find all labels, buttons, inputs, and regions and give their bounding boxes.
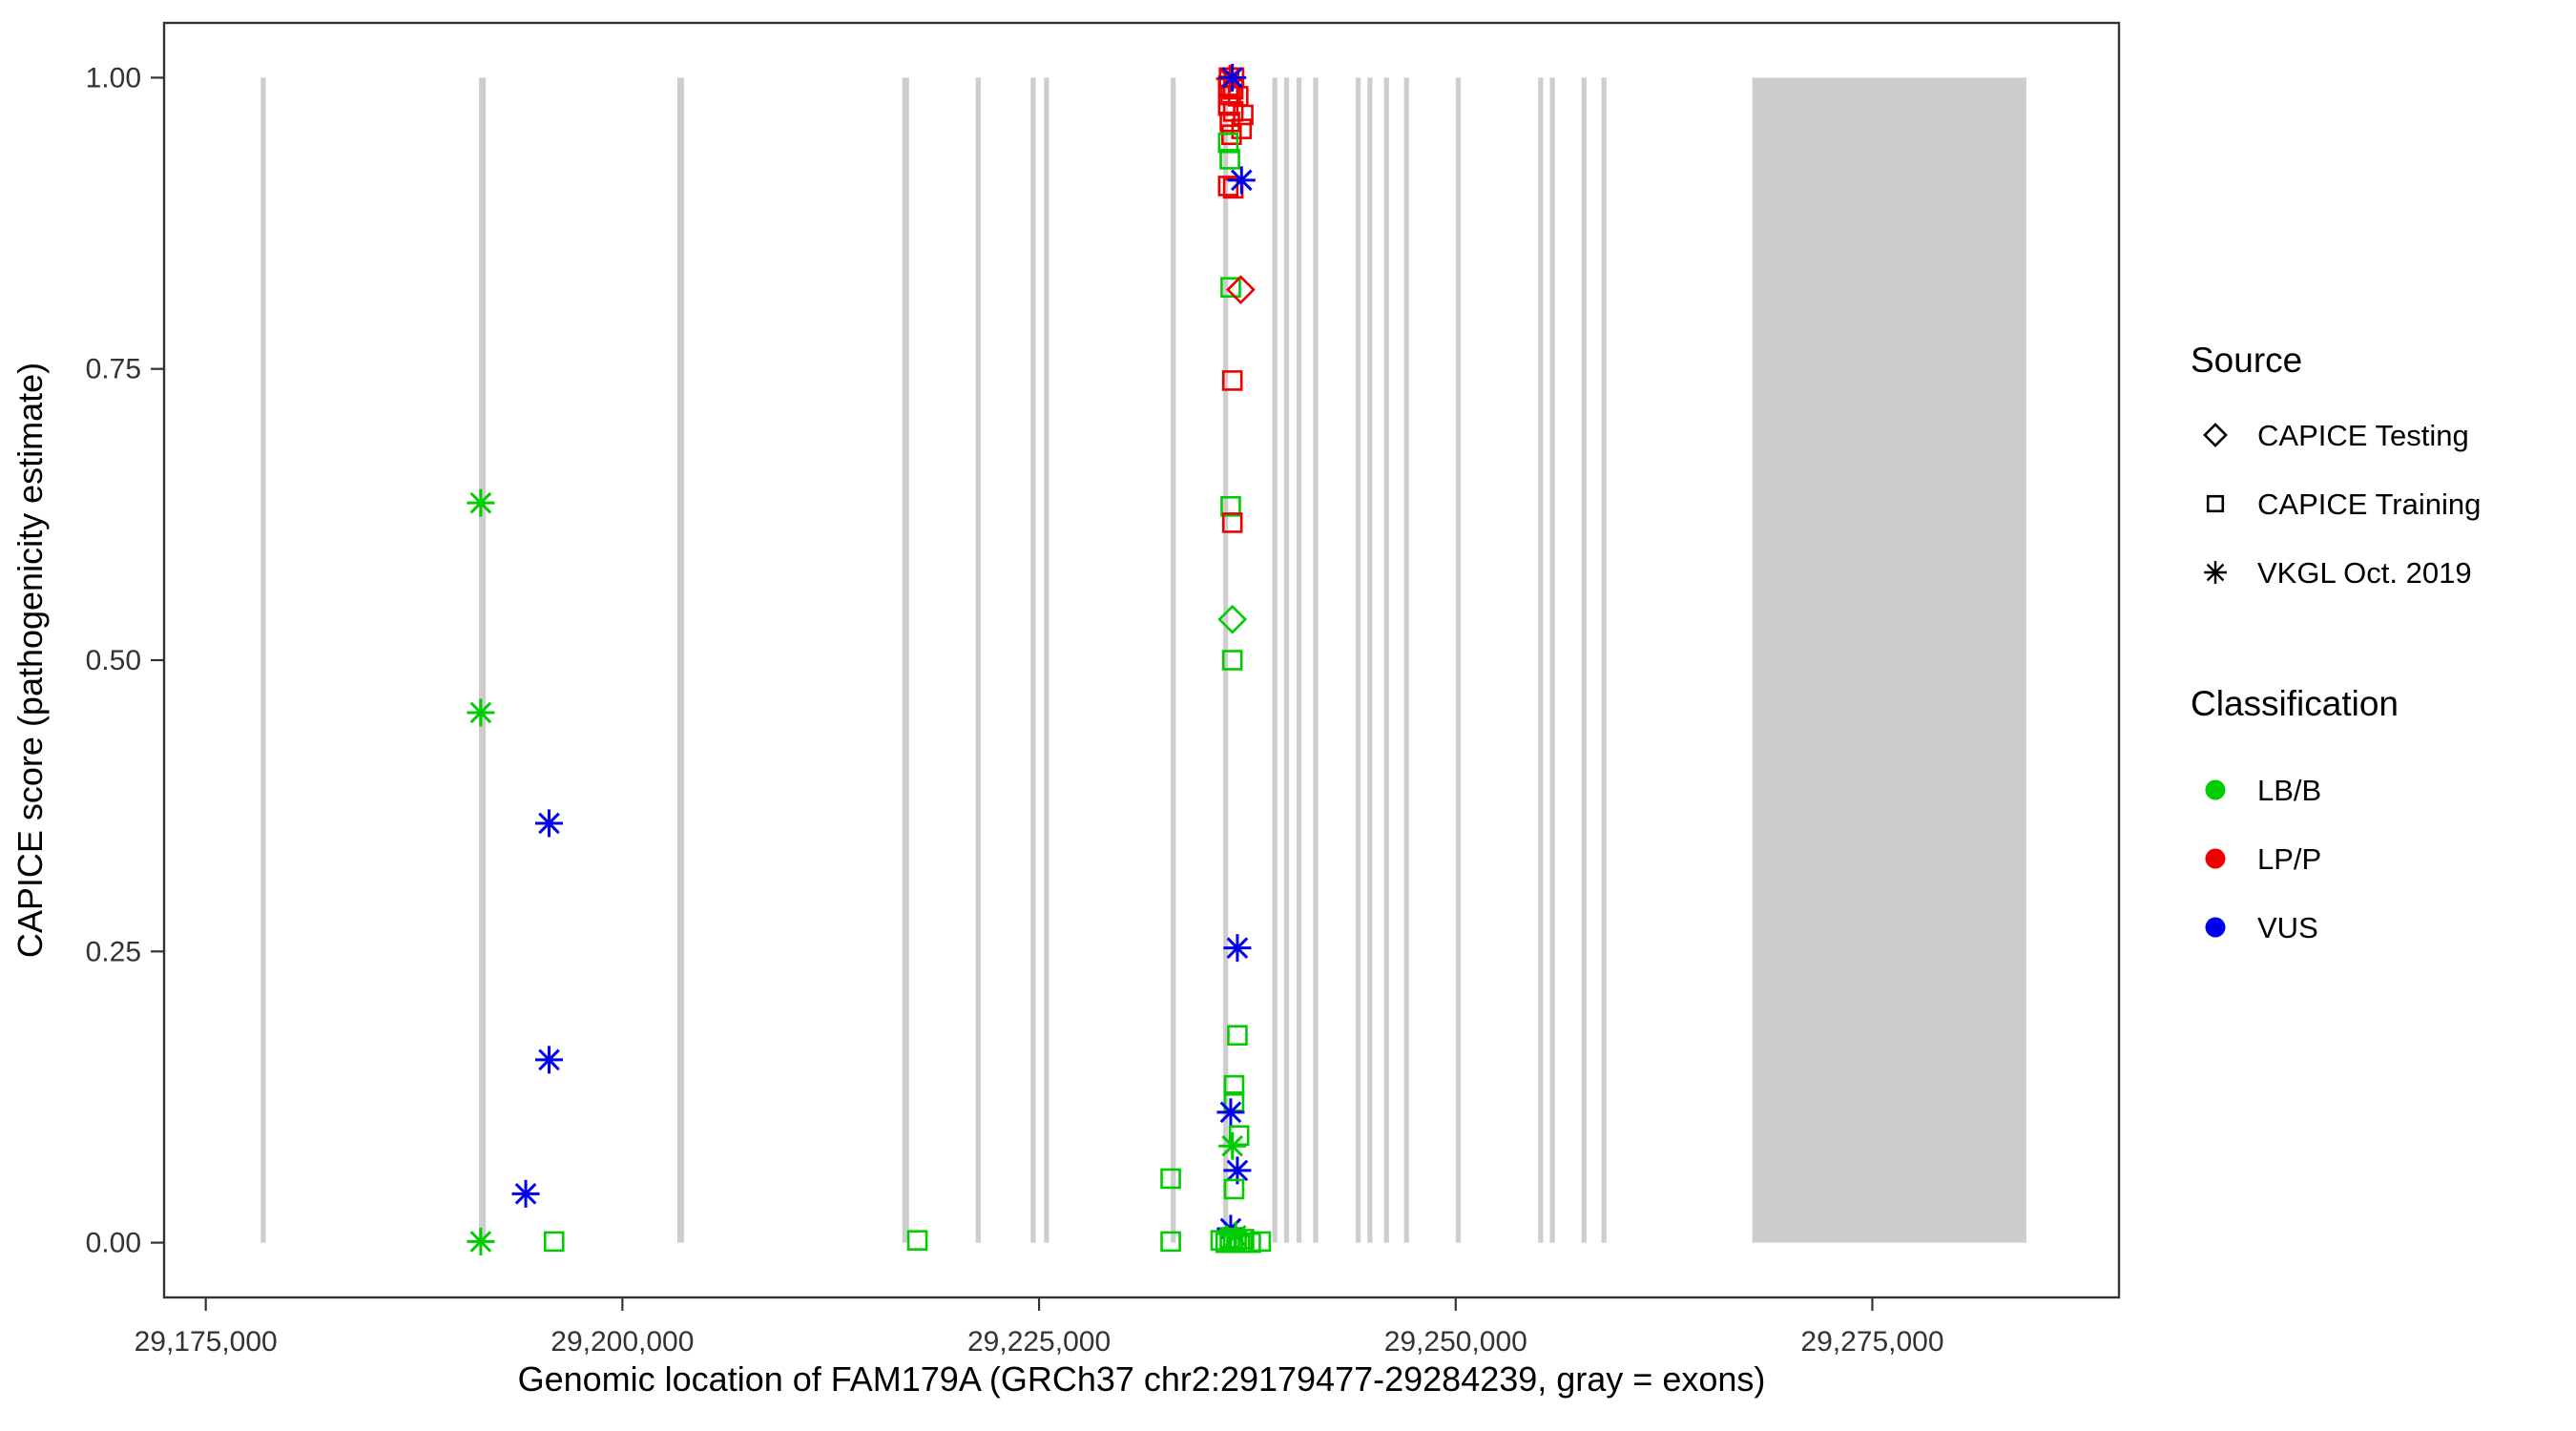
- legend-item-vus: VUS: [2257, 911, 2318, 944]
- data-point: [1216, 1098, 1245, 1127]
- legend: Source CAPICE Testing CAPICE Training VK…: [2191, 341, 2481, 944]
- y-tick-label: 0.75: [86, 354, 141, 385]
- exon-region: [677, 77, 684, 1243]
- exon-region: [1403, 77, 1409, 1243]
- legend-item-capice-training: CAPICE Training: [2257, 487, 2481, 521]
- exon-region: [1030, 77, 1036, 1243]
- data-point: [467, 488, 495, 517]
- data-point: [1226, 275, 1256, 304]
- data-point: [1223, 1178, 1245, 1200]
- exon-region: [1356, 77, 1361, 1243]
- data-point: [535, 1046, 564, 1074]
- data-point: [1220, 277, 1241, 299]
- x-tick-label: 29,275,000: [1800, 1326, 1943, 1358]
- square-icon: [2206, 494, 2225, 513]
- data-point: [1221, 650, 1243, 671]
- data-point: [467, 1227, 495, 1255]
- data-point: [1218, 63, 1247, 92]
- exon-regions: [260, 77, 2026, 1243]
- exon-region: [1581, 77, 1587, 1243]
- data-point: [906, 1230, 928, 1251]
- x-tick-label: 29,175,000: [135, 1326, 278, 1358]
- data-point: [1223, 1156, 1252, 1185]
- data-point: [511, 1179, 540, 1208]
- y-tick-label: 0.00: [86, 1228, 141, 1259]
- legend-item-vkgl-oct-2019: VKGL Oct. 2019: [2257, 556, 2472, 590]
- exon-region: [1297, 77, 1302, 1243]
- x-axis-title: Genomic location of FAM179A (GRCh37 chr2…: [518, 1359, 1766, 1399]
- green-dot-icon: [2205, 779, 2226, 800]
- data-point: [543, 1231, 565, 1253]
- data-point: [1250, 1231, 1272, 1253]
- data-point: [1227, 1025, 1248, 1047]
- legend-source-title: Source: [2191, 341, 2302, 380]
- data-point: [1221, 512, 1243, 533]
- exon-region: [1538, 77, 1544, 1243]
- exon-region: [1549, 77, 1555, 1243]
- blue-dot-icon: [2205, 917, 2226, 938]
- x-tick-label: 29,250,000: [1384, 1326, 1527, 1358]
- y-tick-label: 0.25: [86, 936, 141, 967]
- exon-region: [975, 77, 981, 1243]
- exon-region: [1223, 77, 1229, 1243]
- exon-region: [1752, 77, 2026, 1243]
- exon-region: [1171, 77, 1176, 1243]
- data-point: [1218, 1131, 1247, 1160]
- data-points: [467, 63, 1272, 1255]
- data-point: [1223, 1074, 1245, 1096]
- axes: 29,175,000 29,200,000 29,225,000 29,250,000…: [86, 62, 1944, 1358]
- data-point: [1219, 149, 1240, 170]
- y-tick-label: 0.50: [86, 645, 141, 676]
- exon-region: [1272, 77, 1278, 1243]
- data-point: [1217, 604, 1248, 634]
- data-point: [1160, 1231, 1181, 1253]
- data-point: [1223, 934, 1252, 963]
- exon-region: [260, 77, 266, 1243]
- data-point: [1221, 370, 1243, 391]
- data-point: [535, 809, 564, 838]
- data-point: [1234, 1229, 1255, 1250]
- exon-region: [1367, 77, 1373, 1243]
- data-point: [467, 698, 495, 727]
- data-point: [1219, 112, 1240, 133]
- legend-item-lb-b: LB/B: [2257, 774, 2321, 807]
- asterisk-icon: [2204, 561, 2227, 584]
- data-point: [1233, 104, 1254, 126]
- exon-region: [1283, 77, 1290, 1243]
- legend-classification-title: Classification: [2191, 684, 2399, 723]
- exon-region: [902, 77, 909, 1243]
- x-tick-label: 29,200,000: [551, 1326, 694, 1358]
- red-dot-icon: [2205, 848, 2226, 869]
- data-point: [1229, 1232, 1251, 1254]
- data-point: [1220, 496, 1241, 517]
- exon-region: [1313, 77, 1319, 1243]
- data-point: [1227, 166, 1256, 195]
- y-axis-title: CAPICE score (pathogenicity estimate): [10, 363, 50, 958]
- data-point: [1160, 1168, 1181, 1190]
- exon-region: [1044, 77, 1049, 1243]
- data-point: [1217, 132, 1239, 154]
- legend-item-capice-testing: CAPICE Testing: [2257, 419, 2469, 452]
- exon-region: [1383, 77, 1389, 1243]
- exon-region: [1601, 77, 1607, 1243]
- y-tick-label: 1.00: [86, 62, 141, 93]
- exon-region: [1455, 77, 1461, 1243]
- legend-item-lp-p: LP/P: [2257, 842, 2321, 876]
- diamond-icon: [2203, 423, 2228, 447]
- exon-region: [479, 77, 487, 1243]
- x-tick-label: 29,225,000: [967, 1326, 1111, 1358]
